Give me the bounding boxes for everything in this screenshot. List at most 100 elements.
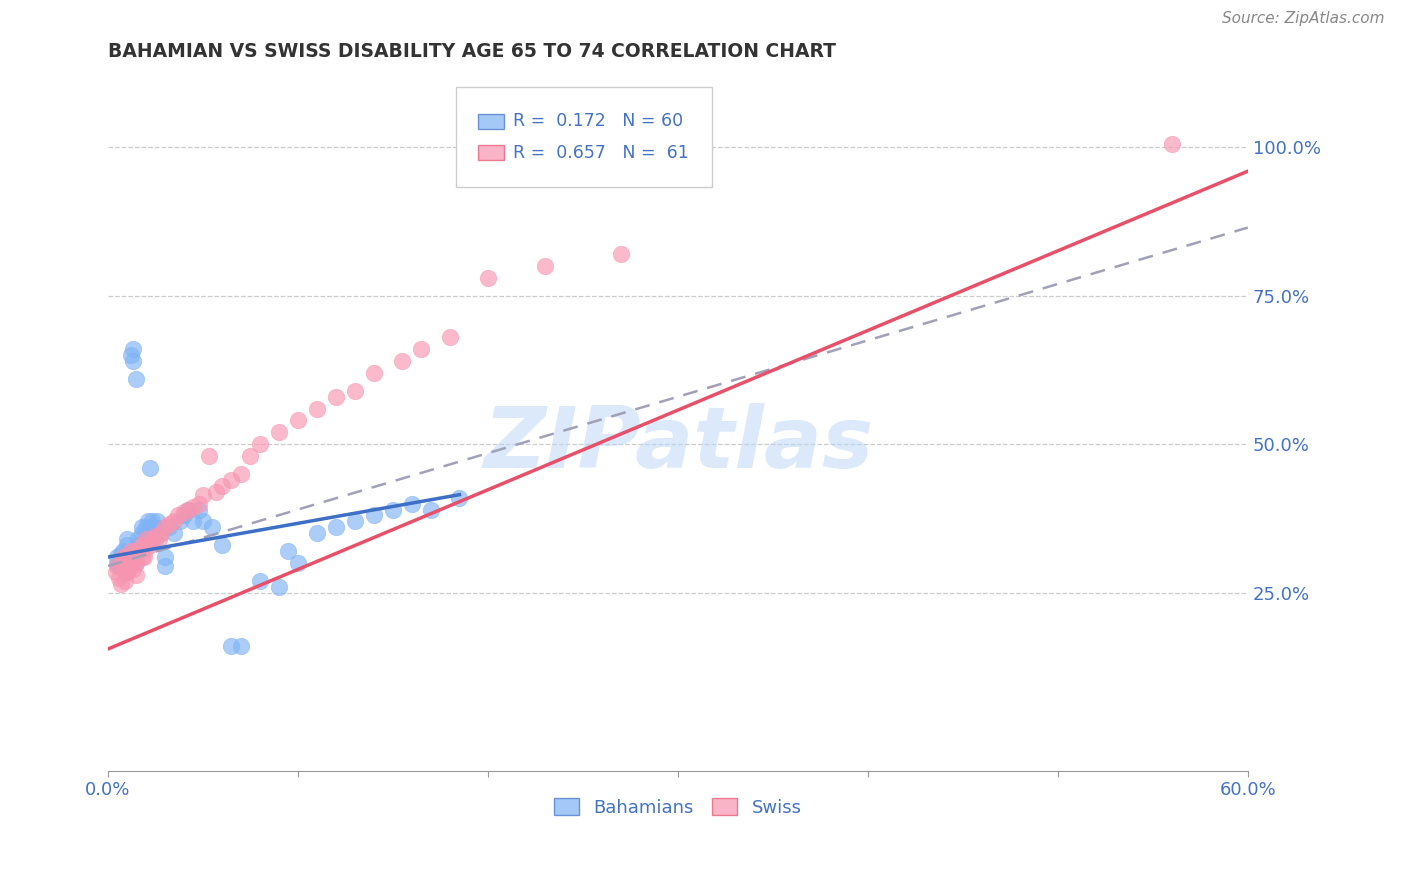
Point: [167, 508, 190, 523]
Text: BAHAMIAN VS SWISS DISABILITY AGE 65 TO 74 CORRELATION CHART: BAHAMIAN VS SWISS DISABILITY AGE 65 TO 7…: [108, 42, 837, 61]
Point: [381, 502, 404, 516]
Point: [239, 449, 262, 463]
Point: [124, 544, 146, 558]
Point: [125, 544, 148, 558]
Text: Source: ZipAtlas.com: Source: ZipAtlas.com: [1222, 11, 1385, 26]
Point: [131, 549, 153, 564]
Point: [121, 354, 143, 368]
Point: [305, 526, 328, 541]
Point: [188, 497, 211, 511]
Point: [132, 549, 155, 564]
Text: R =  0.172   N = 60: R = 0.172 N = 60: [513, 112, 683, 130]
Point: [188, 502, 211, 516]
Point: [131, 538, 153, 552]
Point: [343, 515, 366, 529]
Point: [135, 520, 157, 534]
Point: [120, 544, 142, 558]
Point: [177, 502, 200, 516]
Point: [110, 547, 132, 561]
Point: [145, 529, 167, 543]
Point: [115, 562, 138, 576]
Point: [163, 515, 186, 529]
Point: [391, 354, 413, 368]
Point: [267, 580, 290, 594]
Legend: Bahamians, Swiss: Bahamians, Swiss: [547, 791, 808, 824]
Point: [197, 449, 219, 463]
Point: [108, 558, 131, 573]
Point: [107, 556, 129, 570]
Point: [141, 532, 163, 546]
Point: [139, 461, 162, 475]
Point: [157, 520, 180, 534]
Point: [114, 556, 136, 570]
Point: [131, 520, 153, 534]
Point: [221, 639, 243, 653]
Point: [148, 532, 170, 546]
Point: [1160, 137, 1182, 152]
Point: [141, 515, 163, 529]
Point: [135, 532, 157, 546]
Point: [110, 576, 132, 591]
Point: [125, 556, 148, 570]
Point: [211, 538, 233, 552]
Point: [127, 532, 149, 546]
Point: [449, 491, 471, 505]
Point: [114, 549, 136, 564]
Point: [127, 538, 149, 552]
Point: [115, 538, 138, 552]
Point: [249, 437, 271, 451]
Point: [120, 556, 142, 570]
Point: [205, 484, 228, 499]
Point: [153, 558, 176, 573]
FancyBboxPatch shape: [478, 145, 503, 161]
Point: [145, 532, 167, 546]
Point: [173, 506, 195, 520]
Point: [124, 549, 146, 564]
Point: [267, 425, 290, 440]
Point: [534, 259, 557, 273]
Point: [150, 526, 173, 541]
Point: [125, 549, 148, 564]
Point: [136, 515, 159, 529]
Point: [121, 343, 143, 357]
Point: [115, 532, 138, 546]
Point: [121, 562, 143, 576]
Point: [115, 556, 138, 570]
Point: [191, 488, 214, 502]
Point: [118, 558, 141, 573]
Point: [112, 544, 135, 558]
Point: [287, 556, 309, 570]
Point: [325, 520, 347, 534]
Point: [125, 372, 148, 386]
Point: [163, 526, 186, 541]
Point: [139, 538, 162, 552]
Point: [363, 508, 385, 523]
Point: [173, 508, 195, 523]
Point: [145, 520, 167, 534]
Point: [343, 384, 366, 398]
Point: [439, 330, 461, 344]
Point: [115, 565, 138, 579]
Point: [112, 549, 135, 564]
Point: [169, 515, 191, 529]
Point: [221, 473, 243, 487]
Point: [229, 467, 252, 481]
Point: [114, 549, 136, 564]
Point: [305, 401, 328, 416]
Point: [277, 544, 299, 558]
FancyBboxPatch shape: [456, 87, 711, 187]
Point: [420, 502, 443, 516]
Point: [150, 526, 173, 541]
Point: [115, 558, 138, 573]
Point: [125, 567, 148, 582]
Point: [135, 526, 157, 541]
Point: [211, 479, 233, 493]
Point: [108, 571, 131, 585]
Text: R =  0.657   N =  61: R = 0.657 N = 61: [513, 144, 689, 161]
Point: [411, 343, 433, 357]
Point: [153, 520, 176, 534]
Point: [129, 541, 152, 555]
Point: [112, 562, 135, 576]
Point: [183, 500, 205, 514]
Point: [115, 565, 138, 579]
